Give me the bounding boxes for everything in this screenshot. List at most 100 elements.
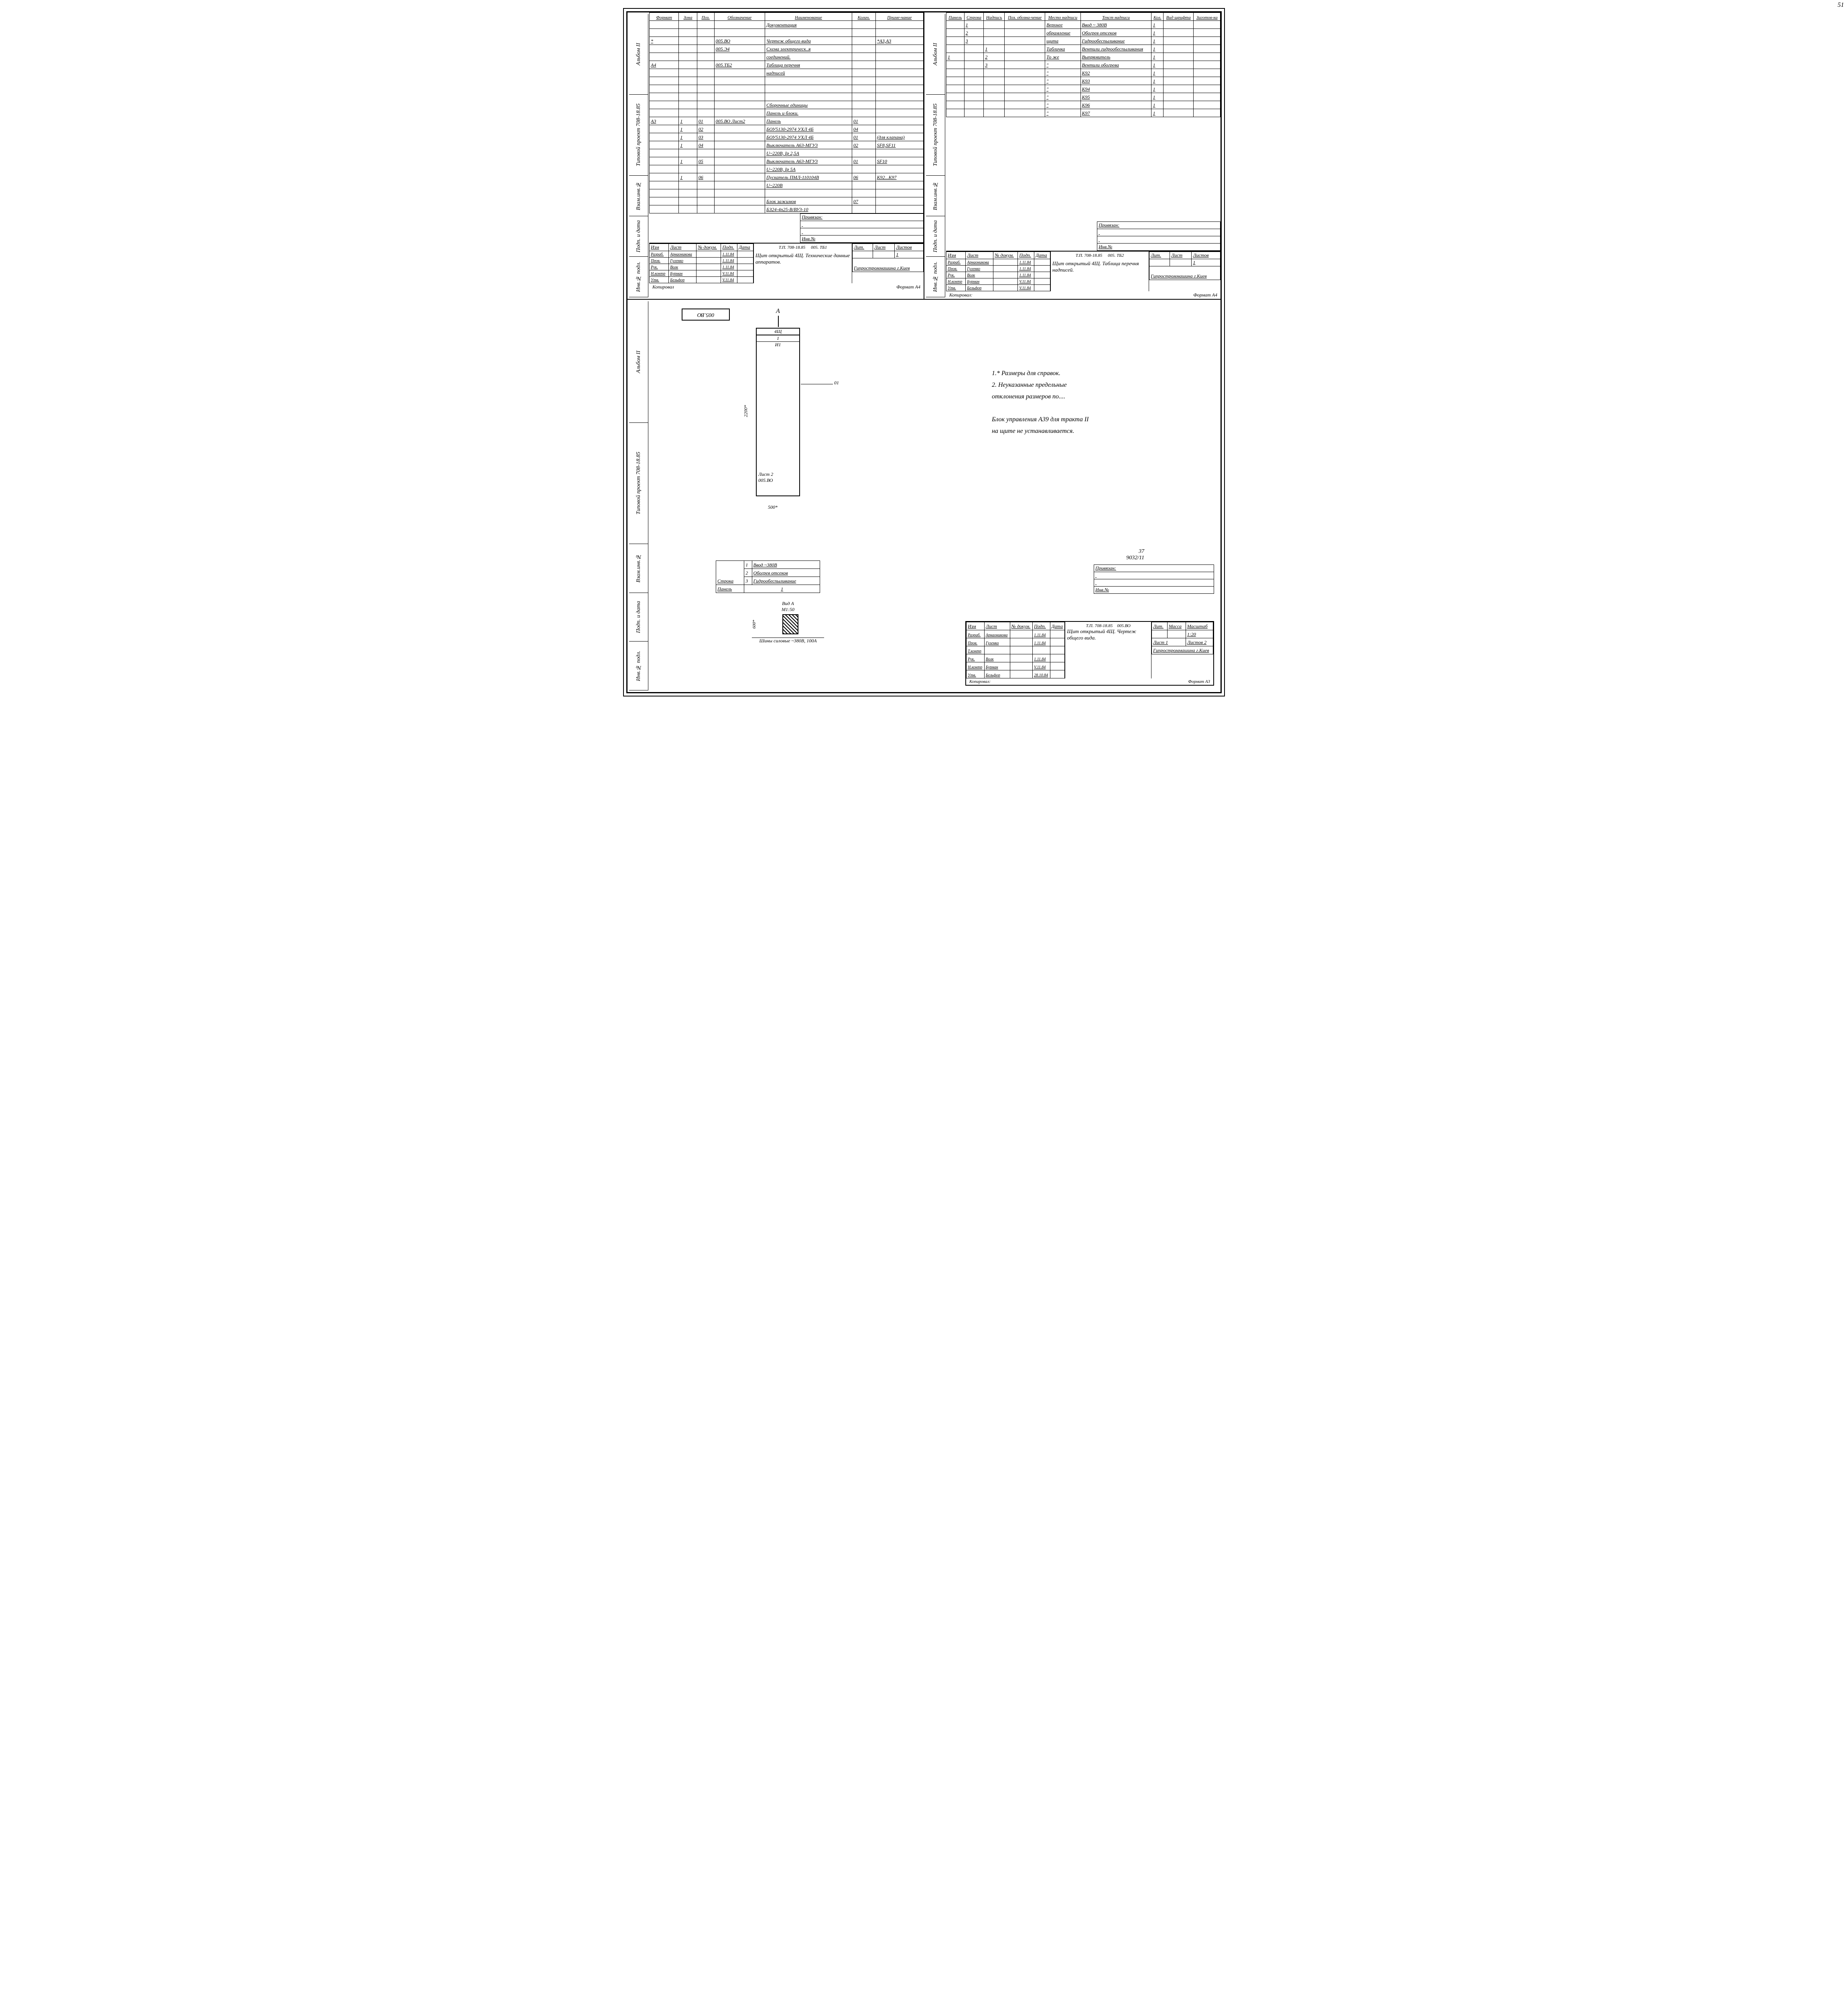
cell: [1163, 45, 1193, 53]
cell: 1: [1151, 109, 1164, 117]
strip-label: Взам.инв.№: [932, 181, 939, 210]
cell: Выпрямитель: [1080, 53, 1151, 61]
cell: [875, 53, 923, 61]
cell: [1194, 77, 1220, 85]
dim-width: 500*: [768, 504, 778, 510]
cell: 1: [1151, 61, 1164, 69]
cell: 1: [679, 125, 697, 133]
sig-hdr: № докум.: [1010, 622, 1033, 630]
cell: Табличка: [1045, 45, 1080, 53]
sig-cell: Пров.: [967, 638, 985, 646]
cell: 1: [1151, 45, 1164, 53]
cell: [852, 77, 875, 85]
col-header: Заготов-ка: [1194, 13, 1220, 21]
cell: [650, 45, 679, 53]
cell: 1: [1151, 101, 1164, 109]
cell: [852, 165, 875, 173]
cell: [650, 149, 679, 157]
cell: [765, 77, 852, 85]
cell: [697, 85, 714, 93]
sig-hdr: Лист: [984, 622, 1010, 630]
cell: [1005, 53, 1045, 61]
sig-cell: Рук.: [967, 654, 985, 662]
col-header: Текст надписи: [1080, 13, 1151, 21]
sig-cell: [993, 266, 1018, 272]
cell: 1: [984, 45, 1005, 53]
cell: [714, 29, 765, 37]
cell: Таблица перечня: [765, 61, 852, 69]
cell: [1163, 69, 1193, 77]
cell: [1005, 85, 1045, 93]
cell: Схема электрическ..я: [765, 45, 852, 53]
cell: [964, 93, 984, 101]
cell: [1163, 93, 1193, 101]
arrow-a: А: [776, 308, 780, 315]
cell: [1005, 45, 1045, 53]
cell: [679, 149, 697, 157]
sig-cell: Арнаоникова: [966, 259, 993, 266]
sig-cell: V.11.84: [721, 277, 737, 283]
page-number: 51: [1838, 2, 1844, 9]
panel-h: И1: [757, 342, 799, 348]
cell: [650, 85, 679, 93]
col-header: Кол.: [1151, 13, 1164, 21]
cell: [875, 149, 923, 157]
cell: [714, 93, 765, 101]
leaf-code: 005.ВО: [758, 477, 773, 483]
sig-cell: Утв.: [967, 670, 985, 678]
lit: Лит.: [853, 244, 873, 251]
cell: [875, 189, 923, 197]
cell: [946, 29, 965, 37]
strip-label: Инв.№ подл.: [636, 262, 642, 292]
album-label: Альбом II: [636, 43, 642, 65]
cell: [984, 21, 1005, 29]
sig-cell: 1.11.84: [1033, 630, 1050, 638]
cell: 03: [697, 133, 714, 141]
sig-cell: Волк: [669, 264, 697, 270]
cell: [946, 45, 965, 53]
cell: [1163, 53, 1193, 61]
cell: [679, 205, 697, 213]
cell: [650, 101, 679, 109]
listov: Листов: [895, 244, 924, 251]
privyazan-label: Привязан:: [1094, 565, 1214, 572]
cell: [650, 93, 679, 101]
cell: 04: [852, 125, 875, 133]
cell: К94: [1080, 85, 1151, 93]
cell: [765, 85, 852, 93]
cell: 1: [679, 173, 697, 181]
listov: Листов: [1192, 252, 1220, 259]
sig-cell: [1010, 654, 1033, 662]
col-header: Поз.: [697, 13, 714, 21]
cell: [875, 101, 923, 109]
cell: [697, 61, 714, 69]
cell: [1005, 109, 1045, 117]
cell: А4: [650, 61, 679, 69]
cell: Чертеж общего вида: [765, 37, 852, 45]
cell: [765, 29, 852, 37]
col-header: Панель: [946, 13, 965, 21]
col-header: Строка: [964, 13, 984, 21]
cell: Пускатель ПМЛ-110104В: [765, 173, 852, 181]
cell: [650, 109, 679, 117]
proj-code: Т.П. 708-18.85: [1076, 253, 1103, 258]
cell: [984, 109, 1005, 117]
cell: 3: [964, 37, 984, 45]
sig-cell: [697, 264, 721, 270]
cell: соединений.: [765, 53, 852, 61]
sig-cell: Бельфор: [984, 670, 1010, 678]
sig-cell: [697, 270, 721, 277]
cell: [714, 173, 765, 181]
cell: БОУ5130-2974 УХЛ 4Б: [765, 133, 852, 141]
cell: [714, 21, 765, 29]
list: Лист 1: [1151, 638, 1186, 646]
cell: 3: [984, 61, 1005, 69]
note-line: 2. Неуказанные предельные: [992, 380, 1192, 391]
sig-hdr: Подп.: [1033, 622, 1050, 630]
cell: [1194, 93, 1220, 101]
sig-cell: Бурман: [669, 270, 697, 277]
cell: 1: [1151, 69, 1164, 77]
cell: [946, 109, 965, 117]
cell: [697, 45, 714, 53]
sig-cell: Бурман: [966, 278, 993, 285]
